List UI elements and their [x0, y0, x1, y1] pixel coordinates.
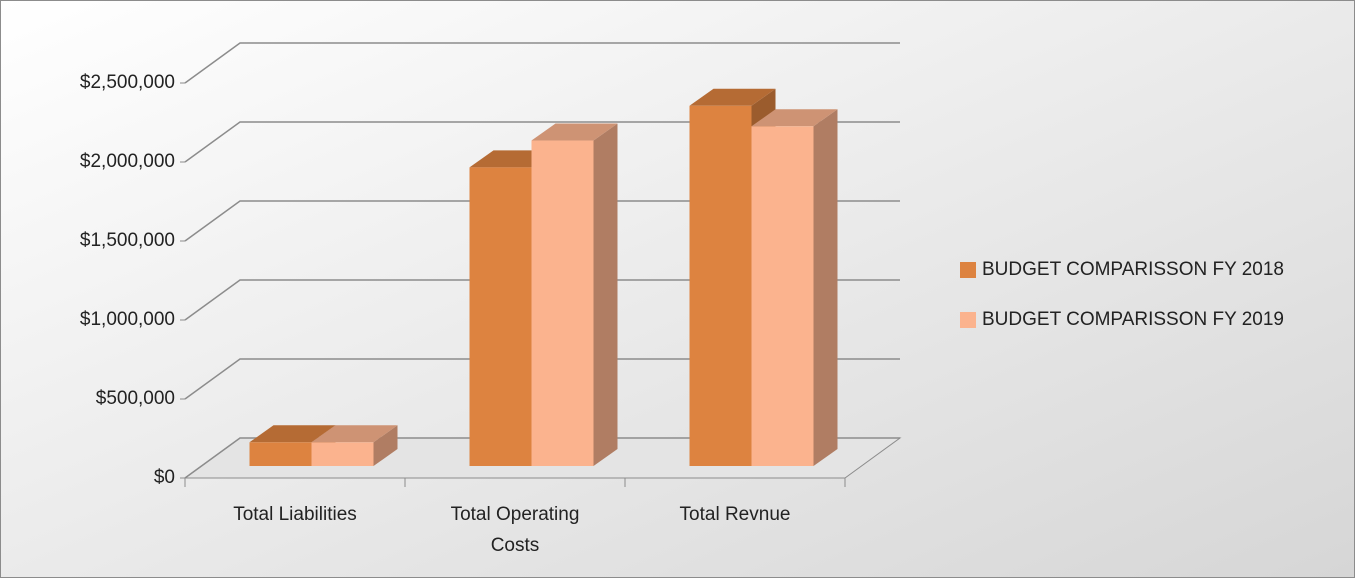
y-tick-label: $1,000,000 — [80, 309, 175, 330]
bar — [469, 167, 532, 466]
bar-side — [593, 123, 618, 467]
x-tick-label: Total Revnue — [680, 504, 791, 525]
y-tick-label: $2,500,000 — [80, 72, 175, 93]
x-tick-label: Total Liabilities — [233, 504, 357, 525]
bar-side — [813, 109, 838, 467]
bar-top — [689, 88, 776, 106]
legend-label: BUDGET COMPARISSON FY 2018 — [982, 259, 1284, 280]
bar — [249, 442, 312, 466]
grid-line — [184, 42, 900, 84]
bar-side — [373, 425, 398, 466]
legend-label: BUDGET COMPARISSON FY 2019 — [982, 309, 1284, 330]
grid-line — [184, 200, 900, 242]
bar-top — [249, 425, 336, 443]
bar — [689, 105, 752, 466]
y-tick-label: $500,000 — [96, 388, 175, 409]
grid-line — [184, 121, 900, 163]
y-tick-label: $1,500,000 — [80, 230, 175, 251]
y-tick-label: $2,000,000 — [80, 151, 175, 172]
y-tick-label: $0 — [154, 467, 175, 488]
legend-swatch — [960, 262, 976, 278]
bar — [751, 126, 814, 467]
bar-top — [531, 123, 618, 141]
grid-line — [184, 358, 900, 400]
bar — [311, 442, 374, 466]
grid-line — [184, 279, 900, 321]
legend-swatch — [960, 312, 976, 328]
bar-top — [311, 425, 398, 443]
bar — [531, 140, 594, 466]
bar-top — [751, 109, 838, 127]
x-tick-label: Total Operating Costs — [451, 504, 580, 556]
grid-line — [184, 437, 900, 479]
